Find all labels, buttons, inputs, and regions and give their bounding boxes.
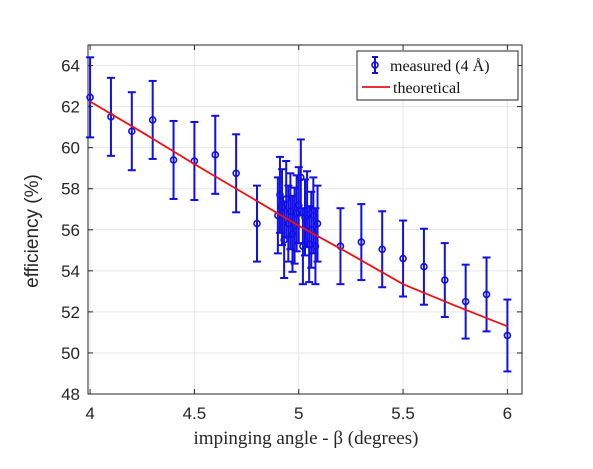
series-layer <box>86 56 512 373</box>
marker <box>357 238 366 246</box>
marker <box>420 262 428 271</box>
data-point <box>211 114 220 195</box>
marker <box>253 219 261 228</box>
data-point <box>253 184 262 263</box>
data-point <box>461 263 470 340</box>
legend-entry-measured: measured (4 Å) <box>371 56 490 75</box>
data-point <box>296 138 305 217</box>
legend-entry-theoretical: theoretical <box>362 80 461 97</box>
marker <box>399 254 407 263</box>
data-point <box>169 119 178 200</box>
marker <box>169 156 178 164</box>
x-tick-label: 4.5 <box>183 404 207 423</box>
x-tick-label: 5.5 <box>391 404 415 423</box>
y-axis-label: efficiency (%) <box>22 174 43 288</box>
marker <box>86 93 94 102</box>
marker <box>378 245 387 254</box>
data-point <box>86 56 95 139</box>
marker <box>461 297 470 306</box>
x-tick-label: 5 <box>294 404 303 423</box>
marker <box>148 116 157 124</box>
data-point <box>127 91 136 172</box>
data-point <box>357 203 366 282</box>
data-point <box>232 133 241 214</box>
data-point <box>503 298 512 373</box>
y-tick-label: 62 <box>61 98 80 117</box>
y-tick-label: 48 <box>61 385 80 404</box>
marker <box>211 151 220 159</box>
y-tick-label: 60 <box>61 139 80 158</box>
y-tick-label: 54 <box>61 262 80 281</box>
legend: measured (4 Å) theoretical <box>356 50 519 101</box>
y-tick-label: 58 <box>61 180 80 199</box>
legend-marker <box>371 61 379 69</box>
data-point <box>148 79 157 160</box>
marker <box>297 173 305 182</box>
legend-box <box>356 50 519 101</box>
x-tick-label: 6 <box>503 404 512 423</box>
x-tick-label: 4 <box>85 404 94 423</box>
data-point <box>313 184 322 263</box>
marker <box>503 331 512 340</box>
y-tick-label: 56 <box>61 221 80 240</box>
y-tick-label: 64 <box>61 57 80 76</box>
data-point <box>482 256 491 333</box>
legend-label-theoretical: theoretical <box>393 80 461 97</box>
theoretical-line <box>89 100 508 328</box>
y-tick-label: 50 <box>61 344 80 363</box>
marker <box>313 219 322 228</box>
legend-label-measured: measured (4 Å) <box>390 57 490 75</box>
data-point <box>378 210 387 289</box>
marker <box>440 276 449 284</box>
marker <box>482 290 491 299</box>
data-point <box>440 242 449 319</box>
marker <box>128 127 136 136</box>
x-axis-label: impinging angle - β (degrees) <box>194 428 419 449</box>
plot-frame <box>87 44 523 395</box>
marker <box>232 169 240 178</box>
axes: 4 4.5 5 5.5 6 48 50 52 54 56 58 60 62 64 <box>61 44 523 423</box>
data-point <box>190 120 199 201</box>
y-tick-label: 52 <box>61 303 80 322</box>
